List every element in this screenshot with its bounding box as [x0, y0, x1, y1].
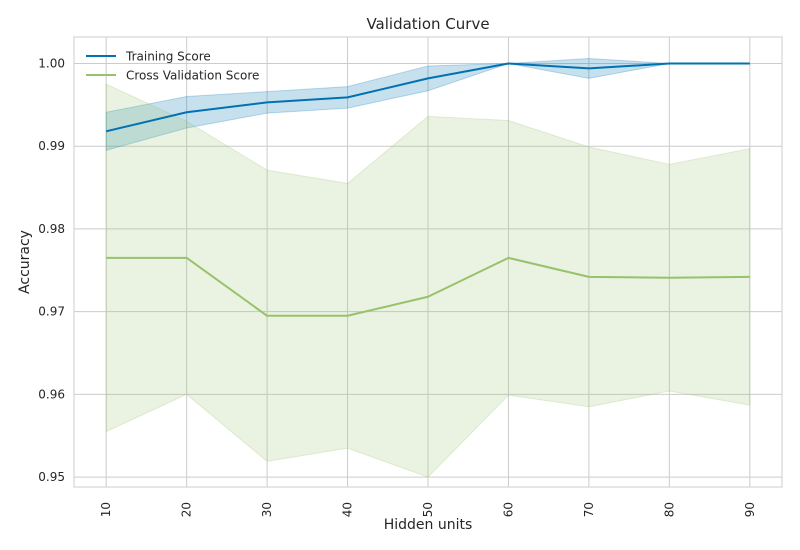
legend: Training Score Cross Validation Score — [86, 50, 259, 83]
x-tick-label: 30 — [260, 502, 274, 517]
y-tick-label: 0.95 — [38, 470, 65, 484]
chart-title: Validation Curve — [366, 15, 489, 33]
cross-validation-score-line — [106, 256, 750, 317]
y-tick-label: 0.98 — [38, 222, 65, 236]
grid — [74, 37, 782, 487]
x-tick-label: 50 — [421, 502, 435, 517]
y-tick-label: 0.99 — [38, 139, 65, 153]
legend-label-training: Training Score — [125, 50, 211, 64]
x-tick-label: 60 — [501, 502, 515, 517]
x-tick-label: 80 — [662, 502, 676, 517]
x-tick-label: 70 — [582, 502, 596, 517]
training-score-line — [105, 62, 750, 133]
cross-validation-score-band — [105, 83, 751, 478]
confidence-bands — [105, 58, 751, 478]
legend-label-cross-validation: Cross Validation Score — [126, 69, 259, 83]
x-tick-label: 10 — [99, 502, 113, 517]
x-tick-labels: 10 20 30 40 50 60 70 80 90 — [99, 502, 757, 517]
plot-frame — [73, 36, 783, 488]
y-tick-labels: 0.95 0.96 0.97 0.98 0.99 1.00 — [38, 56, 65, 484]
y-axis-label: Accuracy — [17, 230, 33, 294]
x-tick-label: 40 — [341, 502, 355, 517]
x-tick-label: 90 — [743, 502, 757, 517]
y-tick-label: 0.96 — [38, 387, 65, 401]
x-axis-label: Hidden units — [384, 517, 473, 533]
y-tick-label: 1.00 — [38, 56, 65, 70]
series-lines — [105, 62, 750, 317]
x-tick-label: 20 — [180, 502, 194, 517]
y-tick-label: 0.97 — [38, 305, 65, 319]
